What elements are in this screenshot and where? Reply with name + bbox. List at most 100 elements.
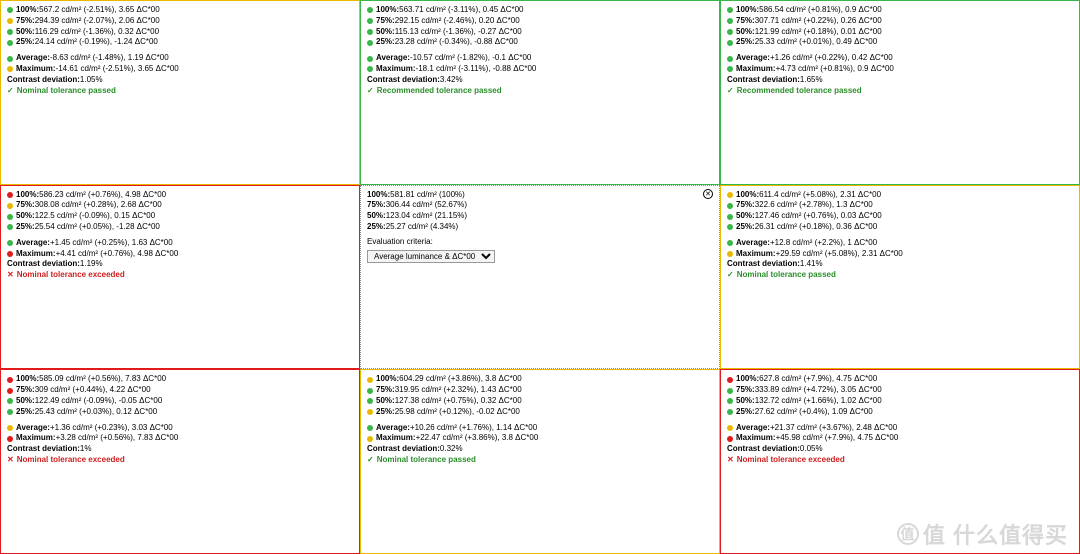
status-dot-icon [7, 192, 13, 198]
summary-value: +45.98 cd/m² (+7.9%), 4.75 ΔC*00 [776, 433, 899, 444]
summary-row: Average: +1.26 cd/m² (+0.22%), 0.42 ΔC*0… [727, 53, 1073, 64]
summary-row: Average: +21.37 cd/m² (+3.67%), 2.48 ΔC*… [727, 423, 1073, 434]
measure-row: 50%: 127.46 cd/m² (+0.76%), 0.03 ΔC*00 [727, 211, 1073, 222]
grid-cell-3: 100%: 586.23 cd/m² (+0.76%), 4.98 ΔC*007… [0, 185, 360, 370]
measure-row: 50%: 116.29 cd/m² (-1.36%), 0.32 ΔC*00 [7, 27, 353, 38]
status-dot-icon [7, 425, 13, 431]
row-label: 100%: [736, 5, 759, 16]
measure-row: 25%: 25.43 cd/m² (+0.03%), 0.12 ΔC*00 [7, 407, 353, 418]
row-label: 100%: [736, 190, 759, 201]
row-value: 127.38 cd/m² (+0.75%), 0.32 ΔC*00 [395, 396, 522, 407]
grid-cell-5: 100%: 611.4 cd/m² (+5.08%), 2.31 ΔC*0075… [720, 185, 1080, 370]
status-dot-icon [367, 377, 373, 383]
row-label: 25%: [16, 37, 35, 48]
row-label: 50%: [376, 27, 395, 38]
status-dot-icon [727, 436, 733, 442]
uniformity-grid: 100%: 567.2 cd/m² (-2.51%), 3.65 ΔC*0075… [0, 0, 1080, 554]
measure-row: 75%: 322.6 cd/m² (+2.78%), 1.3 ΔC*00 [727, 200, 1073, 211]
summary-row: Contrast deviation: 0.05% [727, 444, 1073, 455]
status-dot-icon [727, 388, 733, 394]
measure-row: 25%: 24.14 cd/m² (-0.19%), -1.24 ΔC*00 [7, 37, 353, 48]
summary-label: Maximum: [376, 433, 416, 444]
summary-label: Maximum: [16, 64, 56, 75]
cross-icon: ✕ [7, 270, 14, 281]
summary-row: Maximum: -18.1 cd/m² (-3.11%), -0.88 ΔC*… [367, 64, 713, 75]
row-label: 75%: [736, 16, 755, 27]
summary-label: Average: [16, 238, 50, 249]
measure-row: 25%: 25.98 cd/m² (+0.12%), -0.02 ΔC*00 [367, 407, 713, 418]
row-value: 581.81 cd/m² (100%) [390, 190, 465, 201]
measure-row: 50%: 121.99 cd/m² (+0.18%), 0.01 ΔC*00 [727, 27, 1073, 38]
measure-row: 75%: 306.44 cd/m² (52.67%) [367, 200, 713, 211]
summary-value: 1.05% [80, 75, 103, 86]
measure-row: 50%: 115.13 cd/m² (-1.36%), -0.27 ΔC*00 [367, 27, 713, 38]
status-dot-icon [7, 398, 13, 404]
summary-value: 1% [80, 444, 92, 455]
status-dot-icon [727, 425, 733, 431]
summary-label: Contrast deviation: [727, 444, 800, 455]
status-dot-icon [367, 40, 373, 46]
row-value: 25.98 cd/m² (+0.12%), -0.02 ΔC*00 [395, 407, 520, 418]
summary-label: Maximum: [736, 64, 776, 75]
row-label: 25%: [736, 222, 755, 233]
row-label: 50%: [16, 396, 35, 407]
summary-row: Maximum: +29.59 cd/m² (+5.08%), 2.31 ΔC*… [727, 249, 1073, 260]
measure-row: 100%: 586.23 cd/m² (+0.76%), 4.98 ΔC*00 [7, 190, 353, 201]
summary-label: Maximum: [16, 433, 56, 444]
tolerance-status: ✓Nominal tolerance passed [7, 86, 353, 97]
summary-label: Average: [736, 53, 770, 64]
status-dot-icon [367, 436, 373, 442]
summary-label: Average: [16, 53, 50, 64]
summary-value: +12.8 cd/m² (+2.2%), 1 ΔC*00 [770, 238, 877, 249]
status-dot-icon [7, 40, 13, 46]
check-icon: ✓ [727, 270, 734, 281]
tolerance-status: ✓Recommended tolerance passed [367, 86, 713, 97]
summary-value: 1.19% [80, 259, 103, 270]
measure-row: 75%: 294.39 cd/m² (-2.07%), 2.06 ΔC*00 [7, 16, 353, 27]
tolerance-status: ✕Nominal tolerance exceeded [7, 455, 353, 466]
measure-row: 50%: 132.72 cd/m² (+1.66%), 1.02 ΔC*00 [727, 396, 1073, 407]
tolerance-status-text: Recommended tolerance passed [377, 86, 502, 97]
summary-row: Contrast deviation: 0.32% [367, 444, 713, 455]
row-value: 294.39 cd/m² (-2.07%), 2.06 ΔC*00 [35, 16, 160, 27]
row-value: 604.29 cd/m² (+3.86%), 3.8 ΔC*00 [399, 374, 522, 385]
row-value: 333.89 cd/m² (+4.72%), 3.05 ΔC*00 [755, 385, 882, 396]
tolerance-status-text: Nominal tolerance exceeded [737, 455, 845, 466]
measure-row: 100%: 611.4 cd/m² (+5.08%), 2.31 ΔC*00 [727, 190, 1073, 201]
measure-row: 100%: 581.81 cd/m² (100%) [367, 190, 713, 201]
center-target-icon: ✕ [703, 189, 713, 199]
measure-row: 25%: 25.27 cd/m² (4.34%) [367, 222, 713, 233]
status-dot-icon [727, 18, 733, 24]
tolerance-status-text: Nominal tolerance passed [737, 270, 836, 281]
summary-value: +22.47 cd/m² (+3.86%), 3.8 ΔC*00 [416, 433, 539, 444]
check-icon: ✓ [367, 86, 374, 97]
row-label: 100%: [367, 190, 390, 201]
measure-row: 50%: 122.5 cd/m² (-0.09%), 0.15 ΔC*00 [7, 211, 353, 222]
summary-value: 1.65% [800, 75, 823, 86]
summary-label: Maximum: [16, 249, 56, 260]
row-value: 25.27 cd/m² (4.34%) [386, 222, 458, 233]
row-label: 75%: [736, 200, 755, 211]
grid-cell-2: 100%: 586.54 cd/m² (+0.81%), 0.9 ΔC*0075… [720, 0, 1080, 185]
row-label: 75%: [16, 16, 35, 27]
measure-row: 75%: 333.89 cd/m² (+4.72%), 3.05 ΔC*00 [727, 385, 1073, 396]
evaluation-criteria-select[interactable]: Average luminance & ΔC*00 [367, 250, 495, 263]
row-value: 306.44 cd/m² (52.67%) [386, 200, 467, 211]
summary-label: Maximum: [736, 433, 776, 444]
tolerance-status-text: Nominal tolerance exceeded [17, 455, 125, 466]
summary-label: Contrast deviation: [727, 259, 800, 270]
summary-label: Contrast deviation: [367, 444, 440, 455]
summary-label: Average: [16, 423, 50, 434]
summary-label: Contrast deviation: [7, 259, 80, 270]
check-icon: ✓ [7, 86, 14, 97]
cross-icon: ✕ [7, 455, 14, 466]
measure-row: 100%: 627.8 cd/m² (+7.9%), 4.75 ΔC*00 [727, 374, 1073, 385]
status-dot-icon [7, 214, 13, 220]
status-dot-icon [727, 192, 733, 198]
measure-row: 25%: 23.28 cd/m² (-0.34%), -0.88 ΔC*00 [367, 37, 713, 48]
summary-row: Contrast deviation: 1.41% [727, 259, 1073, 270]
summary-row: Average: +10.26 cd/m² (+1.76%), 1.14 ΔC*… [367, 423, 713, 434]
measure-row: 25%: 25.33 cd/m² (+0.01%), 0.49 ΔC*00 [727, 37, 1073, 48]
measure-row: 75%: 307.71 cd/m² (+0.22%), 0.26 ΔC*00 [727, 16, 1073, 27]
tolerance-status-text: Nominal tolerance passed [377, 455, 476, 466]
